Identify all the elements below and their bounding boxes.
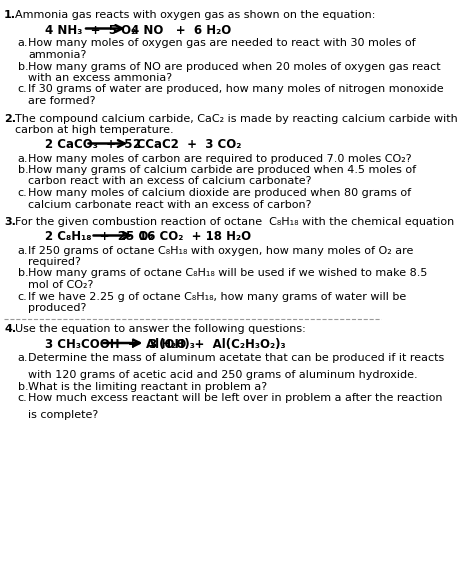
- Text: are formed?: are formed?: [28, 96, 96, 106]
- Text: c.: c.: [18, 188, 27, 198]
- Text: 16 CO₂  + 18 H₂O: 16 CO₂ + 18 H₂O: [138, 231, 251, 244]
- Text: 4 NH₃  +  5 O₂: 4 NH₃ + 5 O₂: [45, 24, 136, 37]
- Text: b.: b.: [18, 382, 28, 392]
- Text: What is the limiting reactant in problem a?: What is the limiting reactant in problem…: [28, 382, 267, 392]
- Text: 1.: 1.: [4, 10, 16, 20]
- Text: carbon at high temperature.: carbon at high temperature.: [15, 125, 173, 135]
- Text: 2 CaC2  +  3 CO₂: 2 CaC2 + 3 CO₂: [134, 138, 242, 151]
- Text: ammonia?: ammonia?: [28, 50, 87, 60]
- Text: b.: b.: [18, 165, 28, 175]
- Text: How many grams of calcium carbide are produced when 4.5 moles of: How many grams of calcium carbide are pr…: [28, 165, 417, 175]
- Text: 2 CaCO₃  +  5 C: 2 CaCO₃ + 5 C: [45, 138, 145, 151]
- Text: 3 H₂O  +  Al(C₂H₃O₂)₃: 3 H₂O + Al(C₂H₃O₂)₃: [148, 338, 285, 351]
- Text: The compound calcium carbide, CaC₂ is made by reacting calcium carbide with: The compound calcium carbide, CaC₂ is ma…: [15, 114, 457, 124]
- Text: c.: c.: [18, 292, 27, 302]
- Text: a.: a.: [18, 154, 28, 163]
- Text: How many moles of oxygen gas are needed to react with 30 moles of: How many moles of oxygen gas are needed …: [28, 38, 416, 49]
- Text: If 30 grams of water are produced, how many moles of nitrogen monoxide: If 30 grams of water are produced, how m…: [28, 85, 444, 94]
- Text: Ammonia gas reacts with oxygen gas as shown on the equation:: Ammonia gas reacts with oxygen gas as sh…: [15, 10, 375, 20]
- Text: 2.: 2.: [4, 114, 16, 124]
- Text: Determine the mass of aluminum acetate that can be produced if it reacts: Determine the mass of aluminum acetate t…: [28, 353, 445, 363]
- Text: with 120 grams of acetic acid and 250 grams of aluminum hydroxide.: with 120 grams of acetic acid and 250 gr…: [28, 370, 418, 380]
- Text: calcium carbonate react with an excess of carbon?: calcium carbonate react with an excess o…: [28, 199, 312, 210]
- Text: b.: b.: [18, 62, 28, 72]
- Text: required?: required?: [28, 257, 81, 267]
- Text: produced?: produced?: [28, 303, 87, 313]
- Text: Use the equation to answer the following questions:: Use the equation to answer the following…: [15, 324, 305, 334]
- Text: is complete?: is complete?: [28, 411, 99, 420]
- Text: 4.: 4.: [4, 324, 16, 334]
- Text: For the given combustion reaction of octane  C₈H₁₈ with the chemical equation: For the given combustion reaction of oct…: [15, 217, 454, 227]
- Text: c.: c.: [18, 85, 27, 94]
- Text: a.: a.: [18, 353, 28, 363]
- Text: 2 C₈H₁₈  +  25 O₂: 2 C₈H₁₈ + 25 O₂: [45, 231, 153, 244]
- Text: 4 NO   +  6 H₂O: 4 NO + 6 H₂O: [131, 24, 231, 37]
- Text: a.: a.: [18, 38, 28, 49]
- Text: carbon react with an excess of calcium carbonate?: carbon react with an excess of calcium c…: [28, 176, 312, 186]
- Text: c.: c.: [18, 393, 27, 403]
- Text: How many grams of NO are produced when 20 moles of oxygen gas react: How many grams of NO are produced when 2…: [28, 62, 441, 72]
- Text: If 250 grams of octane C₈H₁₈ with oxygen, how many moles of O₂ are: If 250 grams of octane C₈H₁₈ with oxygen…: [28, 246, 414, 255]
- Text: How many moles of calcium dioxide are produced when 80 grams of: How many moles of calcium dioxide are pr…: [28, 188, 411, 198]
- Text: 3 CH₃COOH  +  Al(OH)₃: 3 CH₃COOH + Al(OH)₃: [45, 338, 194, 351]
- Text: How many moles of carbon are required to produced 7.0 moles CO₂?: How many moles of carbon are required to…: [28, 154, 412, 163]
- Text: with an excess ammonia?: with an excess ammonia?: [28, 73, 173, 83]
- Text: How much excess reactant will be left over in problem a after the reaction: How much excess reactant will be left ov…: [28, 393, 443, 403]
- Text: a.: a.: [18, 246, 28, 255]
- Text: How many grams of octane C₈H₁₈ will be used if we wished to make 8.5: How many grams of octane C₈H₁₈ will be u…: [28, 268, 428, 279]
- Text: 3.: 3.: [4, 217, 16, 227]
- Text: If we have 2.25 g of octane C₈H₁₈, how many grams of water will be: If we have 2.25 g of octane C₈H₁₈, how m…: [28, 292, 407, 302]
- Text: b.: b.: [18, 268, 28, 279]
- Text: mol of CO₂?: mol of CO₂?: [28, 280, 94, 290]
